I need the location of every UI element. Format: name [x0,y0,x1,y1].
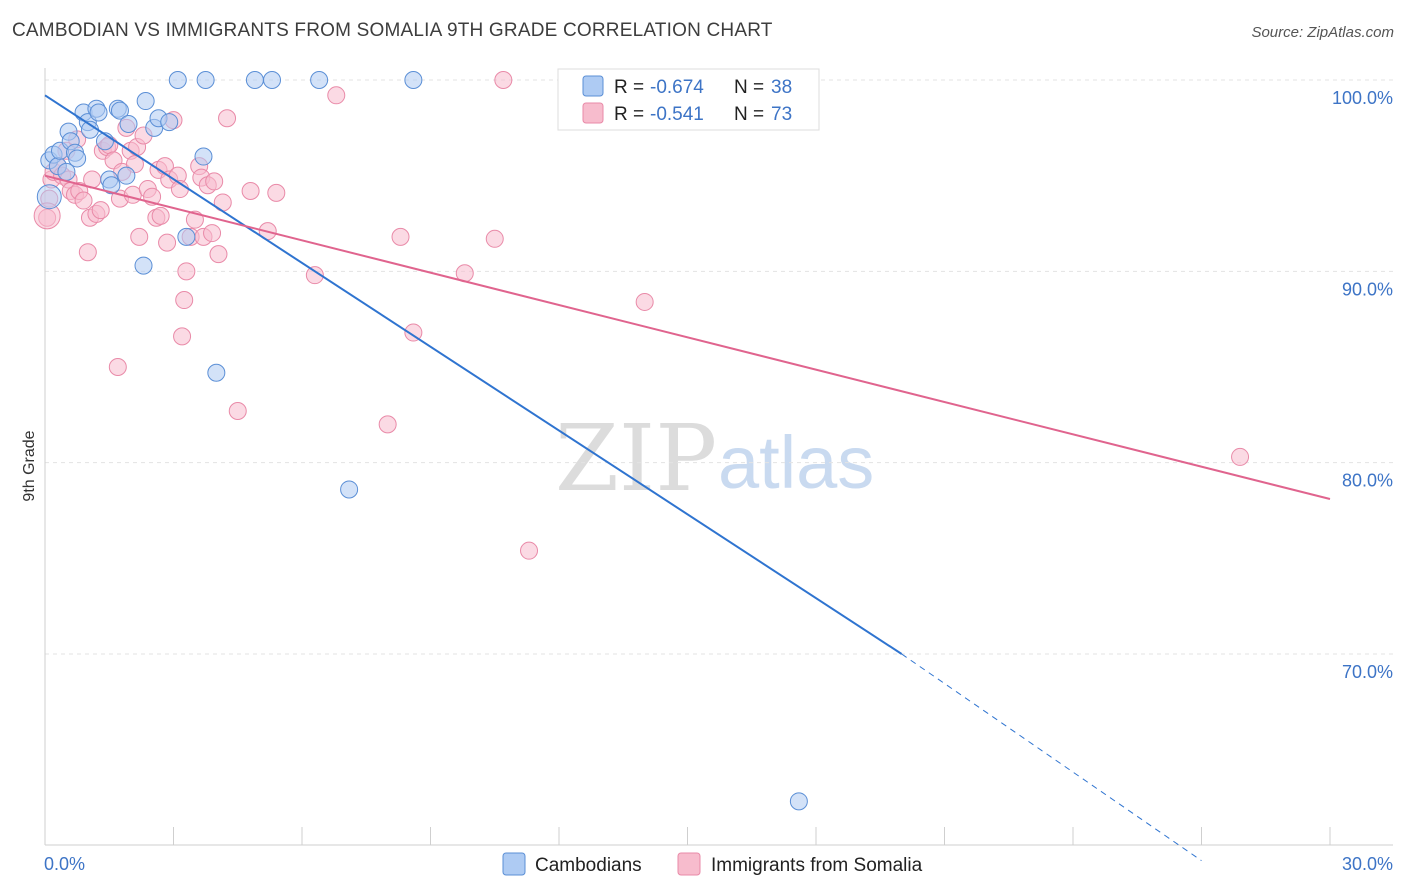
cambodian-point [263,71,282,89]
y-tick-label: 70.0% [1342,662,1393,682]
somalia-point [209,245,228,264]
somalia-point [267,183,286,202]
somalia-point [74,191,93,210]
cambodian-point [404,71,423,89]
cambodian-point [134,256,153,275]
cambodian-point [136,92,155,111]
legend-n-value-cambodians: 38 [771,77,792,98]
somalia-point [391,227,410,246]
trendlines [44,94,1331,862]
cambodian-point [89,103,108,122]
y-tick-label: 80.0% [1342,471,1393,491]
legend-n-label-somalia: N = [734,104,764,125]
y-tick-label: 100.0% [1332,88,1393,108]
cambodian-point [194,147,213,166]
somalia-point [327,86,346,105]
cambodian-point [102,176,121,195]
cambodian-point [119,115,138,134]
legend-r-value-somalia: -0.541 [650,104,704,125]
x-tick-label-max: 30.0% [1342,854,1393,874]
y-tick-labels: 70.0% 80.0% 90.0% 100.0% [1332,88,1393,682]
somalia-point [218,109,237,128]
somalia-point [108,358,127,376]
y-axis-label: 9th Grade [21,430,38,501]
legend-swatch-somalia [582,102,604,124]
watermark-zip: ZIP [555,405,717,512]
legend: R = -0.674 N = 38 R = -0.541 N = 73 [557,68,820,131]
somalia-point [130,227,149,246]
somalia-point [203,224,222,243]
somalia-point [205,172,224,191]
somalia-point [485,229,504,248]
bottom-legend-swatch-somalia [677,852,701,876]
trendline-somalia [44,174,1331,500]
somalia-point [158,233,177,252]
cambodian-point [789,792,808,811]
somalia-point [123,185,142,204]
legend-n-value-somalia: 73 [771,104,792,125]
somalia-point [378,415,397,434]
somalia-point [78,243,97,262]
bottom-legend: Cambodians Immigrants from Somalia [502,852,923,876]
legend-r-label-somalia: R = [614,104,644,125]
trendline-cambodians-extrapolated [901,653,1202,862]
cambodian-point [196,71,215,89]
cambodian-point-large [36,184,62,210]
somalia-point [635,292,654,311]
x-tick-label-min: 0.0% [44,854,85,874]
bottom-legend-label-somalia: Immigrants from Somalia [711,855,923,876]
cambodian-point [68,149,87,168]
somalia-point [177,262,196,281]
somalia-point [305,266,324,285]
cambodian-point [117,166,136,185]
somalia-point [175,291,194,310]
y-tick-label: 90.0% [1342,279,1393,299]
legend-r-value-cambodians: -0.674 [650,77,704,98]
somalia-point [241,181,260,200]
bottom-legend-label-cambodians: Cambodians [535,855,642,876]
somalia-point [494,71,513,89]
legend-n-label-cambodians: N = [734,77,764,98]
trendline-cambodians [44,94,903,655]
cambodian-point [340,480,359,499]
cambodian-point [207,363,226,382]
somalia-point [91,201,110,220]
somalia-point [404,323,423,342]
somalia-point [173,327,192,346]
legend-swatch-cambodians [582,75,604,97]
cambodian-point [310,71,329,89]
cambodian-point [245,71,264,89]
bottom-legend-swatch-cambodians [502,852,526,876]
series-somalia-points [33,71,1250,560]
cambodian-point [177,227,196,246]
legend-r-label-cambodians: R = [614,77,644,98]
cambodian-point [160,113,179,132]
gridlines [45,79,1393,655]
series-cambodians-points [36,71,808,811]
somalia-point [1231,447,1250,466]
somalia-point [151,206,170,225]
somalia-point [228,402,247,421]
somalia-point [520,541,539,560]
cambodian-point [110,101,129,120]
chart-title: CAMBODIAN VS IMMIGRANTS FROM SOMALIA 9TH… [12,20,773,41]
source-label: Source: ZipAtlas.com [1251,24,1394,41]
cambodian-point [168,71,187,89]
